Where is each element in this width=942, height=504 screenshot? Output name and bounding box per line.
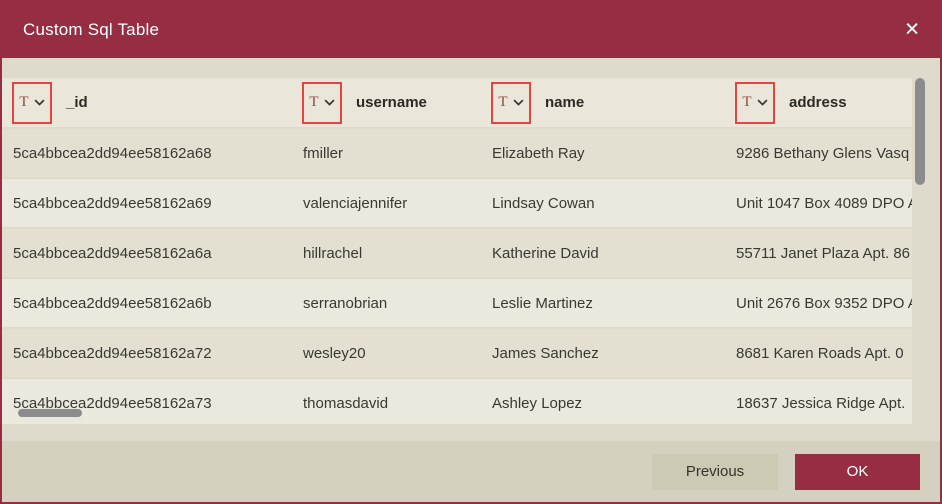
cell-address: 8681 Karen Roads Apt. 0 bbox=[736, 344, 904, 362]
close-icon: ✕ bbox=[904, 19, 920, 41]
chevron-down-icon bbox=[513, 99, 524, 106]
cell-username: wesley20 bbox=[303, 344, 366, 362]
filter-button-name[interactable]: T bbox=[491, 81, 531, 124]
table-row[interactable]: 5ca4bbcea2dd94ee58162a68 fmiller Elizabe… bbox=[2, 129, 912, 177]
table-row[interactable]: 5ca4bbcea2dd94ee58162a6b serranobrian Le… bbox=[2, 279, 912, 327]
cell-username: fmiller bbox=[303, 144, 343, 162]
cell-name: Lindsay Cowan bbox=[492, 194, 595, 212]
table-header-row: T _id T username T name T address bbox=[2, 78, 912, 127]
ok-button[interactable]: OK bbox=[795, 453, 920, 490]
sql-table: T _id T username T name T address 5ca4bb… bbox=[2, 78, 926, 424]
filter-button-username[interactable]: T bbox=[302, 81, 342, 124]
cell-_id: 5ca4bbcea2dd94ee58162a68 bbox=[13, 144, 212, 162]
column-label: address bbox=[789, 94, 847, 111]
cell-_id: 5ca4bbcea2dd94ee58162a73 bbox=[13, 394, 212, 412]
column-label: username bbox=[356, 94, 427, 111]
chevron-down-icon bbox=[34, 99, 45, 106]
dialog-footer: Previous OK bbox=[2, 441, 940, 502]
cell-_id: 5ca4bbcea2dd94ee58162a72 bbox=[13, 344, 212, 362]
cell-_id: 5ca4bbcea2dd94ee58162a6b bbox=[13, 294, 212, 312]
table-row[interactable]: 5ca4bbcea2dd94ee58162a6a hillrachel Kath… bbox=[2, 229, 912, 277]
cell-username: thomasdavid bbox=[303, 394, 389, 412]
filter-type-icon: T bbox=[498, 94, 508, 110]
filter-button-address[interactable]: T bbox=[735, 81, 775, 124]
column-header-address: T address bbox=[725, 78, 912, 127]
dialog-titlebar: Custom Sql Table ✕ bbox=[2, 2, 940, 58]
previous-button[interactable]: Previous bbox=[652, 453, 778, 490]
filter-type-icon: T bbox=[19, 94, 29, 110]
cell-address: Unit 1047 Box 4089 DPO A bbox=[736, 194, 912, 212]
cell-_id: 5ca4bbcea2dd94ee58162a6a bbox=[13, 244, 212, 262]
filter-button-_id[interactable]: T bbox=[12, 81, 52, 124]
cell-address: 9286 Bethany Glens Vasq bbox=[736, 144, 910, 162]
cell-username: valenciajennifer bbox=[303, 194, 408, 212]
cell-address: 18637 Jessica Ridge Apt. bbox=[736, 394, 906, 412]
cell-username: serranobrian bbox=[303, 294, 388, 312]
filter-type-icon: T bbox=[742, 94, 752, 110]
cell-name: Katherine David bbox=[492, 244, 599, 262]
cell-name: James Sanchez bbox=[492, 344, 599, 362]
column-header-_id: T _id bbox=[2, 78, 292, 127]
dialog-title: Custom Sql Table bbox=[23, 20, 160, 39]
table-row[interactable]: 5ca4bbcea2dd94ee58162a69 valenciajennife… bbox=[2, 179, 912, 227]
cell-username: hillrachel bbox=[303, 244, 363, 262]
table-body: 5ca4bbcea2dd94ee58162a68 fmiller Elizabe… bbox=[2, 129, 926, 424]
table-row[interactable]: 5ca4bbcea2dd94ee58162a72 wesley20 James … bbox=[2, 329, 912, 377]
filter-type-icon: T bbox=[309, 94, 319, 110]
cell-name: Leslie Martinez bbox=[492, 294, 593, 312]
table-row[interactable]: 5ca4bbcea2dd94ee58162a73 thomasdavid Ash… bbox=[2, 379, 912, 424]
close-button[interactable]: ✕ bbox=[898, 17, 926, 44]
column-header-username: T username bbox=[292, 78, 481, 127]
chevron-down-icon bbox=[324, 99, 335, 106]
chevron-down-icon bbox=[757, 99, 768, 106]
dialog-content: T _id T username T name T address 5ca4bb… bbox=[2, 58, 940, 441]
column-label: _id bbox=[66, 94, 88, 111]
column-header-name: T name bbox=[481, 78, 725, 127]
cell-_id: 5ca4bbcea2dd94ee58162a69 bbox=[13, 194, 212, 212]
horizontal-scrollbar-thumb[interactable] bbox=[18, 409, 82, 417]
cell-name: Elizabeth Ray bbox=[492, 144, 585, 162]
vertical-scrollbar-thumb[interactable] bbox=[915, 78, 925, 185]
cell-address: Unit 2676 Box 9352 DPO A bbox=[736, 294, 912, 312]
column-label: name bbox=[545, 94, 585, 111]
cell-address: 55711 Janet Plaza Apt. 86 bbox=[736, 244, 911, 262]
cell-name: Ashley Lopez bbox=[492, 394, 583, 412]
